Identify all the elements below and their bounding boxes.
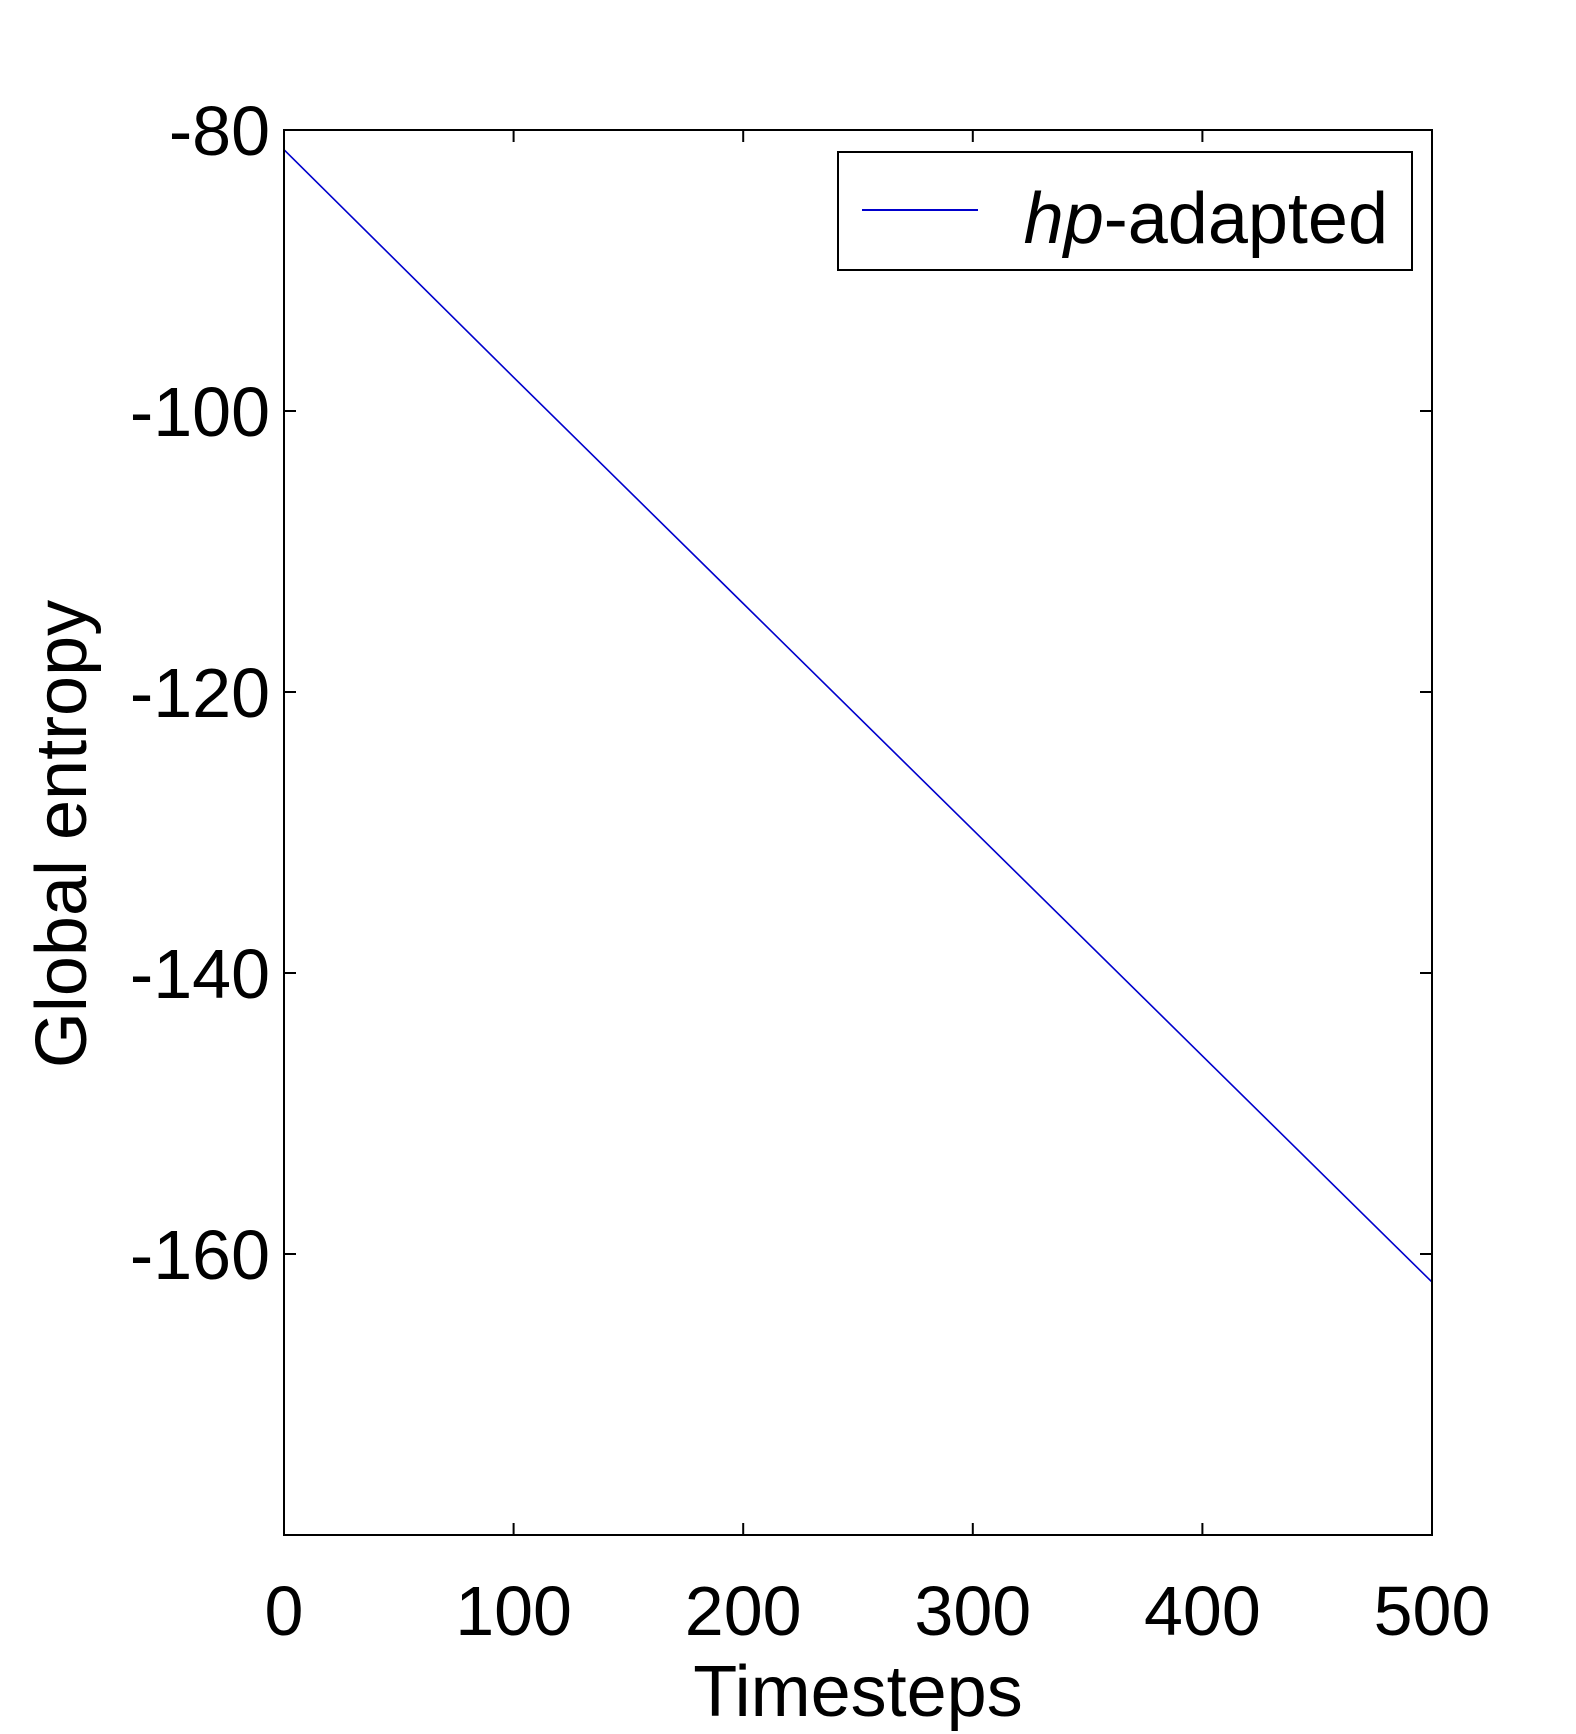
x-tick-label: 500 (1374, 1572, 1491, 1650)
x-tick-label: 0 (265, 1572, 304, 1650)
x-axis-label: Timesteps (693, 1652, 1022, 1732)
y-tick-label: -80 (169, 92, 270, 170)
x-tick-label: 100 (455, 1572, 572, 1650)
plot-background (284, 130, 1432, 1535)
y-tick-label: -140 (130, 935, 270, 1013)
y-tick-label: -100 (130, 373, 270, 451)
legend: hp-adapted (837, 151, 1413, 271)
legend-label-italic: hp (1024, 179, 1104, 259)
legend-label: hp-adapted (1024, 179, 1388, 259)
y-tick-label: -160 (130, 1216, 270, 1294)
x-tick-label: 200 (685, 1572, 802, 1650)
series-layer (283, 149, 1433, 1283)
x-tick-label: 300 (914, 1572, 1031, 1650)
series-line-hp-adapted (283, 149, 1433, 1283)
legend-label-rest: -adapted (1104, 179, 1388, 259)
y-tick-labels: -160 -140 -120 -100 -80 (130, 92, 270, 1294)
x-tick-label: 400 (1144, 1572, 1261, 1650)
y-tick-label: -120 (130, 654, 270, 732)
plot-frame (283, 129, 1433, 1536)
x-tick-labels: 0 100 200 300 400 500 (265, 1572, 1491, 1650)
y-axis-label: Global entropy (22, 600, 102, 1068)
